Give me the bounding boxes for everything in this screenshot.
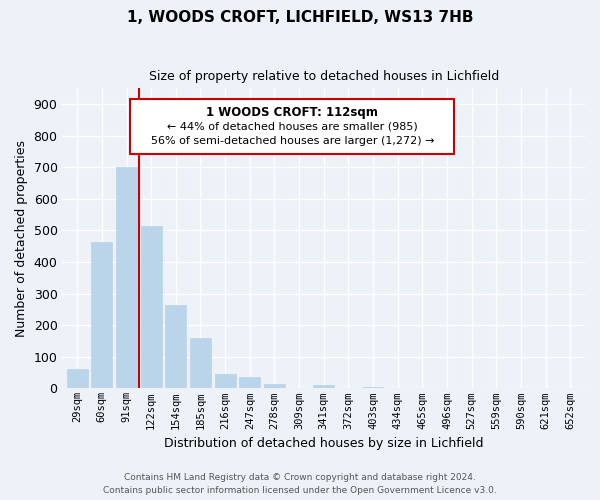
Bar <box>67 370 88 388</box>
Bar <box>362 387 383 388</box>
Title: Size of property relative to detached houses in Lichfield: Size of property relative to detached ho… <box>149 70 499 83</box>
Bar <box>264 384 285 388</box>
Bar <box>190 338 211 388</box>
X-axis label: Distribution of detached houses by size in Lichfield: Distribution of detached houses by size … <box>164 437 484 450</box>
Bar <box>313 385 334 388</box>
Y-axis label: Number of detached properties: Number of detached properties <box>15 140 28 337</box>
Text: 1 WOODS CROFT: 112sqm: 1 WOODS CROFT: 112sqm <box>206 106 378 120</box>
Bar <box>166 304 186 388</box>
Text: ← 44% of detached houses are smaller (985): ← 44% of detached houses are smaller (98… <box>167 122 418 132</box>
Bar <box>239 378 260 388</box>
Bar <box>116 168 137 388</box>
Bar <box>91 242 112 388</box>
Text: 1, WOODS CROFT, LICHFIELD, WS13 7HB: 1, WOODS CROFT, LICHFIELD, WS13 7HB <box>127 10 473 25</box>
FancyBboxPatch shape <box>130 99 454 154</box>
Text: Contains HM Land Registry data © Crown copyright and database right 2024.
Contai: Contains HM Land Registry data © Crown c… <box>103 474 497 495</box>
Bar <box>140 226 161 388</box>
Bar <box>215 374 236 388</box>
Text: 56% of semi-detached houses are larger (1,272) →: 56% of semi-detached houses are larger (… <box>151 136 434 146</box>
